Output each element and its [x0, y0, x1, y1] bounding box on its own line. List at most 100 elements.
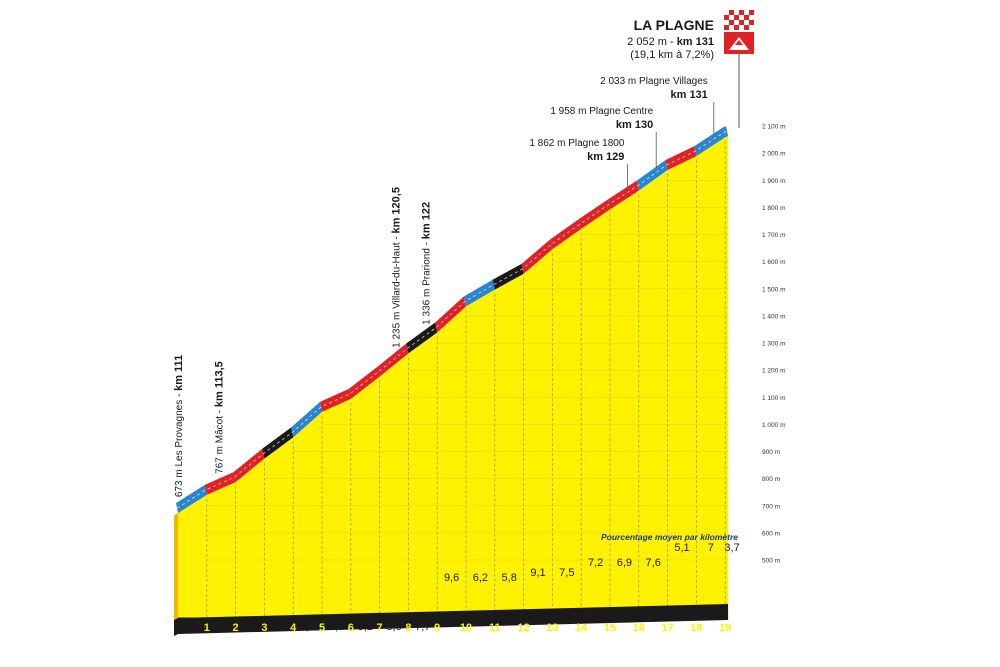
location-annotation: 1 235 m Villard-du-Haut - km 120,5: [390, 187, 402, 348]
y-axis-ticks: 500 m 600 m 700 m 800 m 900 m 1 000 m 1 100 m 1…: [762, 124, 786, 565]
y-tick-label: 1 600 m: [762, 259, 786, 266]
km-tick-label: 8: [405, 622, 411, 634]
gradient-label: 9,7: [300, 621, 315, 633]
gradient-segment: [492, 263, 524, 290]
km-tick-label: 16: [633, 622, 645, 634]
gradient-segment: [406, 322, 438, 354]
gradient-segment: [579, 199, 610, 229]
gradient-band: [174, 126, 729, 636]
mountain-category-icon: [724, 32, 754, 54]
location-annotation: 2 033 m Plagne Villages: [600, 76, 708, 87]
gradient-label: 9,6: [444, 572, 459, 584]
y-tick-label: 700 m: [762, 503, 780, 510]
gradient-label: 4,7: [214, 621, 229, 633]
flag-square: [744, 10, 749, 15]
legend-text: Pourcentage moyen par kilomètre: [601, 532, 738, 542]
location-annotation: 767 m Mâcot - km 113,5: [213, 361, 225, 474]
location-annotation: 1 958 m Plagne Centre: [550, 106, 653, 117]
gradient-label: 7: [708, 542, 714, 554]
flag-square: [724, 10, 729, 15]
km-tick-label: 3: [261, 622, 267, 634]
km-tick-label: 11: [489, 622, 501, 634]
flag-square: [734, 10, 739, 15]
gradient-segment: [348, 366, 380, 399]
location-km: km 129: [587, 151, 624, 163]
y-tick-label: 1 200 m: [762, 368, 786, 375]
y-tick-label: 1 900 m: [762, 178, 786, 185]
y-tick-label: 800 m: [762, 476, 780, 483]
y-tick-label: 1 100 m: [762, 395, 786, 402]
gradient-label: 7,2: [588, 557, 603, 569]
y-tick-label: 1 400 m: [762, 313, 786, 320]
km-tick-label: 9: [434, 622, 440, 634]
gradient-label: 9: [247, 621, 253, 633]
gradient-label: 5,8: [502, 572, 517, 584]
km-tick-label: 14: [575, 622, 588, 634]
location-annotation: 673 m Les Provagnes - km 111: [173, 355, 185, 497]
base-strip: [174, 604, 729, 636]
profile-area: [178, 136, 729, 619]
x-axis-ticks: 1 2 3 4 5 6 7 8 9 10 11 12 13 14 15 16 17 18 19: [204, 622, 732, 634]
gradient-label: 9,1: [530, 567, 545, 579]
profile-fill: [178, 136, 729, 619]
km-tick-label: 18: [690, 622, 702, 634]
location-annotation: 1 336 m Prariond - km 122: [421, 202, 433, 325]
summit-block: LA PLAGNE 2 052 m - km 131 (19,1 km à 7,…: [627, 10, 754, 128]
gradient-segment: [521, 239, 553, 274]
finish-flag-icon: [724, 10, 754, 30]
y-tick-label: 2 000 m: [762, 151, 786, 158]
gradient-label: 6,7: [185, 621, 200, 633]
y-tick-label: 1 000 m: [762, 422, 786, 429]
gradient-label: 7,8: [271, 621, 286, 633]
profile-base: [174, 604, 729, 636]
km-tick-label: 7: [377, 622, 383, 634]
gradient-label: 4,8: [329, 621, 344, 633]
gradient-label: 8,6: [386, 621, 401, 633]
y-tick-label: 500 m: [762, 558, 780, 565]
flag-square: [749, 15, 754, 20]
y-tick-label: 2 100 m: [762, 124, 786, 131]
gradient-segment: [550, 218, 582, 250]
gradient-labels: 6,7 4,7 9 7,8 9,7 4,8 8,2 8,6 7,7 9,6 6,2 5,8 9,1 7,5…: [185, 542, 740, 633]
location-annotation: 1 862 m Plagne 1800: [529, 138, 625, 149]
flag-square: [744, 20, 749, 25]
y-tick-label: 1 700 m: [762, 232, 786, 239]
gradient-label: 8,2: [358, 621, 373, 633]
km-tick-label: 2: [233, 622, 239, 634]
location-km: km 130: [616, 119, 653, 131]
gradient-segment: [665, 146, 697, 171]
annotations: 673 m Les Provagnes - km 111 767 m Mâcot …: [173, 76, 715, 497]
gradient-segment: [377, 343, 409, 377]
km-tick-label: 1: [204, 622, 210, 634]
km-tick-label: 6: [348, 622, 354, 634]
km-tick-label: 4: [290, 622, 297, 634]
y-tick-label: 900 m: [762, 449, 780, 456]
y-tick-label: 1 300 m: [762, 341, 786, 348]
chart-title: LA PLAGNE: [634, 17, 714, 33]
km-tick-label: 12: [517, 622, 529, 634]
gridlines: [206, 141, 729, 618]
y-tick-label: 600 m: [762, 530, 780, 537]
y-tick-label: 1 800 m: [762, 205, 786, 212]
flag-square: [729, 15, 734, 20]
gradient-segment: [176, 484, 207, 514]
km-tick-label: 19: [719, 622, 731, 634]
flag-square: [739, 25, 744, 30]
gradient-label: 6,9: [617, 557, 632, 569]
flag-square: [739, 15, 744, 20]
band-centerline: [176, 130, 728, 509]
gradient-label: 7,7: [415, 621, 430, 633]
km-tick-label: 15: [604, 622, 616, 634]
km-tick-label: 5: [319, 622, 325, 634]
y-tick-label: 1 500 m: [762, 286, 786, 293]
km-tick-label: 17: [661, 622, 673, 634]
gradient-label: 3,7: [724, 542, 739, 554]
location-km: km 131: [670, 89, 707, 101]
profile-left-edge: [174, 513, 178, 636]
flag-square: [749, 25, 754, 30]
summit-altitude: 2 052 m - km 131: [627, 36, 714, 48]
flag-square: [729, 25, 734, 30]
flag-square: [724, 20, 729, 25]
flag-square: [734, 20, 739, 25]
km-tick-label: 13: [546, 622, 558, 634]
